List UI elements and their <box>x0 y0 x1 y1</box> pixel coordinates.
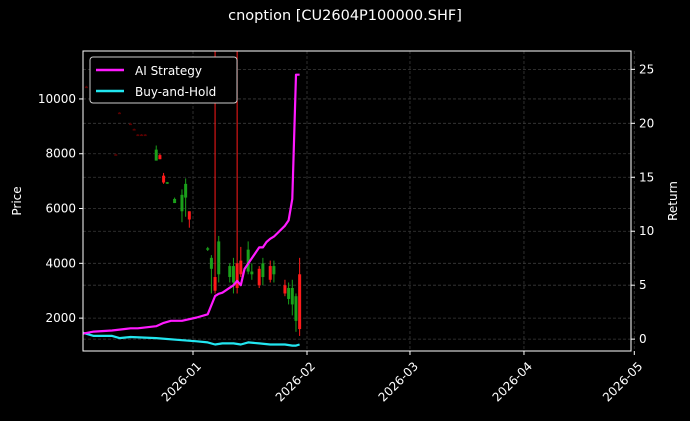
candle-body <box>250 271 254 275</box>
y-left-tick-label: 8000 <box>45 147 76 161</box>
candle-body <box>140 134 144 137</box>
legend-buy-and-hold-label: Buy-and-Hold <box>135 85 216 99</box>
candle-body <box>162 175 166 183</box>
y-right-tick-label: 15 <box>639 170 654 184</box>
x-tick-label: 2026-02 <box>273 359 318 404</box>
axes: 2026-01 2026-02 2026-03 2026-04 2026-05 2000 4… <box>10 62 680 404</box>
y-right-tick-label: 0 <box>639 332 647 346</box>
candle-body <box>158 155 162 160</box>
candle-body <box>128 123 132 126</box>
candle-body <box>136 134 140 137</box>
candle-body <box>213 277 217 291</box>
candle-body <box>261 263 265 278</box>
y-right-tick-label: 5 <box>639 278 647 292</box>
candle-body <box>228 266 232 278</box>
candle-body <box>217 241 221 275</box>
chart-title: cnoption [CU2604P100000.SHF] <box>228 8 462 24</box>
candle-body <box>209 257 213 269</box>
y-right-tick-label: 10 <box>639 224 654 238</box>
legend-ai-strategy-label: AI Strategy <box>135 64 202 78</box>
legend-box <box>89 56 238 104</box>
candle-body <box>235 263 239 288</box>
candle-body <box>283 285 287 294</box>
candle-body <box>239 260 243 275</box>
candle-body <box>114 154 118 156</box>
y-left-tick-label: 2000 <box>45 311 76 325</box>
return-lines <box>82 73 300 347</box>
candle-body <box>117 112 121 115</box>
y-left-tick-label: 6000 <box>45 202 76 216</box>
candle-body <box>84 86 88 89</box>
plot-frame <box>82 50 632 352</box>
y-left-tick-label: 4000 <box>45 256 76 270</box>
candle-body <box>184 183 188 198</box>
y-left-axis-label: Price <box>10 186 24 215</box>
candle-body <box>268 266 272 280</box>
candle-body <box>287 287 291 299</box>
candle-body <box>154 149 158 161</box>
candle-body <box>132 129 136 131</box>
x-tick-label: 2026-04 <box>490 359 535 404</box>
candle-body <box>180 194 184 212</box>
candle-body <box>257 268 261 286</box>
candle-body <box>294 296 298 321</box>
candle-body <box>246 249 250 272</box>
ai-strategy-line <box>82 73 300 335</box>
candle-body <box>165 182 169 184</box>
candle-body <box>298 274 302 330</box>
legend: AI Strategy Buy-and-Hold <box>89 56 238 104</box>
candle-body <box>143 134 147 137</box>
candle-body <box>206 248 210 250</box>
y-left-tick-label: 10000 <box>38 92 76 106</box>
candle-body <box>272 266 276 275</box>
y-right-tick-label: 25 <box>639 62 654 76</box>
y-right-tick-label: 20 <box>639 116 654 130</box>
buy-and-hold-line <box>82 331 300 347</box>
candle-body <box>290 287 294 305</box>
candle-body <box>187 211 191 220</box>
candle-body <box>173 198 177 204</box>
x-tick-label: 2026-05 <box>600 359 645 404</box>
candle-body <box>231 266 235 283</box>
y-right-axis-label: Return <box>666 181 680 221</box>
x-tick-label: 2026-01 <box>159 359 204 404</box>
x-tick-label: 2026-03 <box>376 359 421 404</box>
